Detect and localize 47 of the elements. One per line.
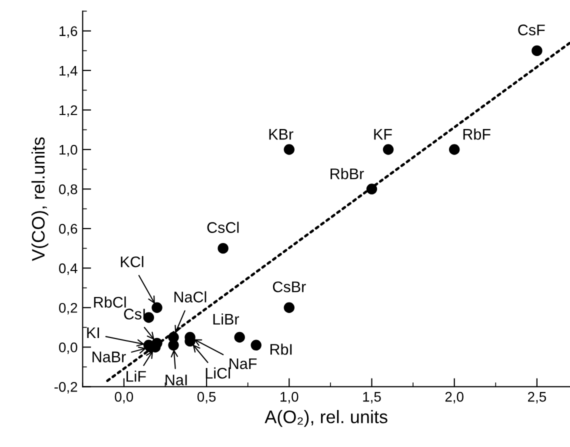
y-tick-label: -0,2 <box>54 382 78 394</box>
y-tick-label: 1,2 <box>60 105 78 117</box>
annotation: KF <box>374 129 392 140</box>
x-tick-label: 2,5 <box>528 392 546 404</box>
annotation: CsBr <box>272 281 306 292</box>
point <box>234 332 245 343</box>
x-tick-label: 1,0 <box>280 392 298 404</box>
point <box>152 302 162 313</box>
annotation: NaF <box>230 358 257 370</box>
point <box>250 340 262 351</box>
x-tick-label: 0,0 <box>114 392 134 404</box>
y-tick-label: 1,4 <box>60 66 78 78</box>
annotation: RbF <box>463 128 490 140</box>
annotation: RbBr <box>330 168 364 180</box>
annotation: RbCl <box>94 296 126 308</box>
y-tick-label: 0,6 <box>59 224 78 236</box>
annotation: NaCl <box>174 291 206 302</box>
y-axis-title: V(CO), rel.units <box>31 137 48 262</box>
annotation: NaBr <box>92 352 126 362</box>
y-tick-label: 0,0 <box>59 342 78 354</box>
annotation: LiF <box>126 370 146 382</box>
annotation: KBr <box>269 129 294 140</box>
point <box>532 45 542 56</box>
point <box>284 302 295 313</box>
point <box>284 144 295 155</box>
x-axis-title: A(O₂), rel. units <box>264 410 388 427</box>
annotation: LiBr <box>213 313 240 325</box>
x-tick-label: 2,0 <box>445 392 464 404</box>
y-tick-label: 0,4 <box>59 263 78 275</box>
point <box>366 184 378 194</box>
y-tick-label: 0,2 <box>59 302 78 314</box>
point <box>168 340 179 351</box>
annotation: CsF <box>518 24 545 36</box>
point <box>382 144 394 155</box>
annotation: RbI <box>270 344 292 355</box>
annotation: NaI <box>166 374 187 386</box>
annotation: KI <box>87 327 99 338</box>
annotation: CsCl <box>207 222 239 233</box>
y-tick-label: 1,6 <box>60 26 78 38</box>
point <box>218 242 228 254</box>
annotation: KCl <box>120 256 144 268</box>
x-tick-label: 1,5 <box>363 392 381 404</box>
point <box>449 144 460 155</box>
x-tick-label: 0,5 <box>197 392 216 404</box>
y-tick-label: 0,8 <box>59 184 78 196</box>
annotation: LiCl <box>206 367 230 379</box>
y-tick-label: 1,0 <box>60 144 78 156</box>
